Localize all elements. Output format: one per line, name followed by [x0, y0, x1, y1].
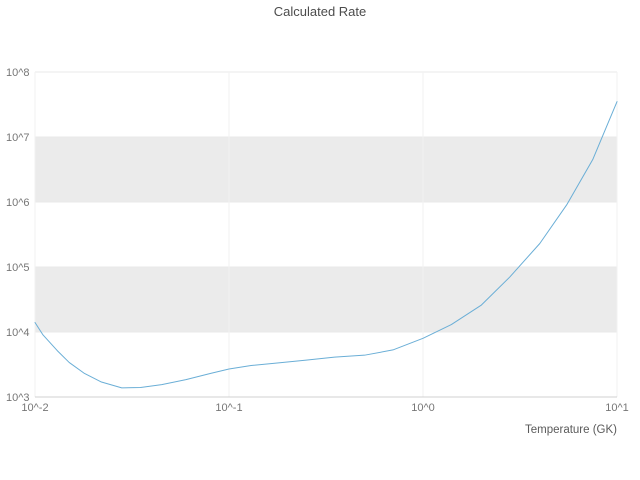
plot-area: 10^-2 10^-1 10^0 10^110^310^410^510^610^710…: [6, 67, 629, 414]
y-tick-label: 10^7: [6, 132, 30, 144]
y-tick-label: 10^3: [6, 392, 30, 404]
chart-title: Calculated Rate: [274, 4, 367, 19]
gridlines: [34, 71, 618, 398]
y-tick-label: 10^4: [6, 327, 30, 339]
series-line-calculated-rate: [34, 101, 618, 389]
decade-band: [35, 137, 617, 202]
y-tick-label: 10^8: [6, 67, 30, 79]
x-tick-label: 10^0: [411, 402, 435, 414]
y-tick-label: 10^5: [6, 262, 30, 274]
plot-bands: [35, 137, 617, 332]
y-tick-label: 10^6: [6, 197, 30, 209]
y-tick-labels: 10^3 10^4 10^5 10^6 10^7 10^8: [6, 67, 30, 404]
decade-band: [35, 267, 617, 332]
x-tick-label: 10^-2: [21, 402, 48, 414]
x-tick-label: 10^-1: [215, 402, 242, 414]
series: [34, 101, 618, 389]
x-axis-label: Temperature (GK): [525, 424, 617, 436]
x-tick-label: 10^1: [605, 402, 629, 414]
x-tick-labels: 10^-2 10^-1 10^0 10^1: [21, 402, 628, 414]
